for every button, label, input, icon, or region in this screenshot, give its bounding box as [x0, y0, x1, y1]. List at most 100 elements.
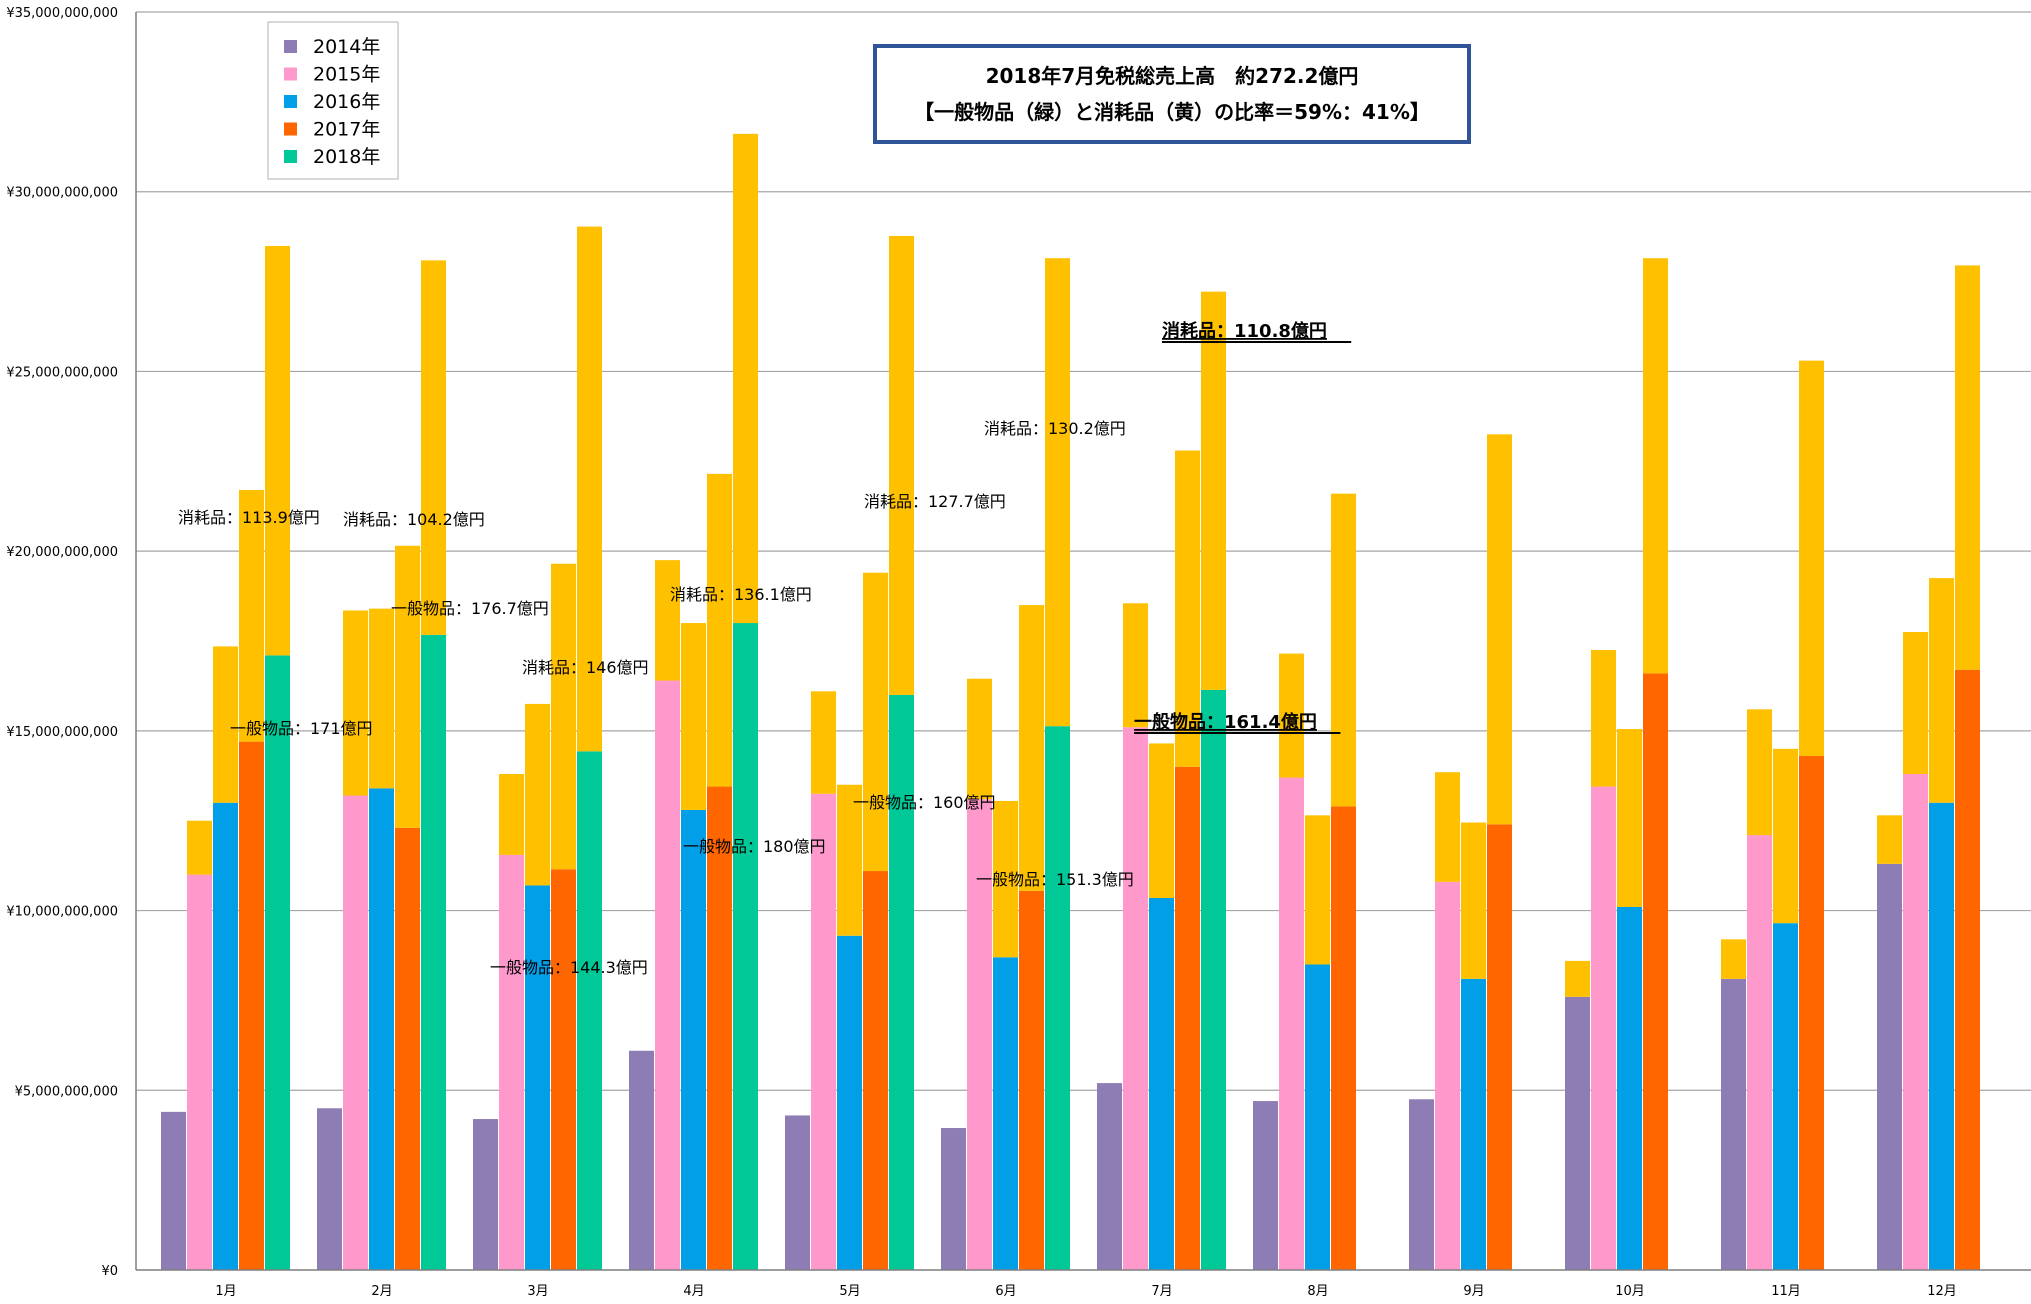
- y-axis-tick-labels: ¥0 ¥5,000,000,000 ¥10,000,000,000 ¥15,000,0…: [6, 6, 118, 1279]
- bar-general: [993, 957, 1018, 1270]
- bar-consumables: [707, 473, 732, 787]
- bar-consumables: [213, 646, 238, 803]
- bar-general: [1201, 689, 1226, 1270]
- x-tick-label: 10月: [1615, 1284, 1645, 1299]
- bar-consumables: [681, 623, 706, 810]
- legend-swatch: [284, 67, 297, 81]
- bar-general: [681, 809, 706, 1270]
- bar-general: [265, 655, 290, 1270]
- bar-consumables: [1019, 605, 1044, 891]
- annotation-consumables: 消耗品：104.2億円: [343, 510, 485, 529]
- bar-general: [733, 623, 758, 1270]
- bar-consumables: [499, 773, 524, 855]
- bar-consumables: [1461, 822, 1486, 979]
- legend-swatch: [284, 150, 297, 163]
- bar-consumables: [1123, 603, 1148, 728]
- annotation-general: 一般物品：151.3億円: [976, 870, 1134, 889]
- bar-general: [1643, 673, 1668, 1270]
- x-tick-label: 2月: [371, 1284, 392, 1299]
- bar-general: [941, 1128, 966, 1270]
- legend-label: 2016年: [313, 91, 380, 113]
- bar-general: [811, 793, 836, 1270]
- bar-consumables: [811, 691, 836, 794]
- bar-consumables: [395, 545, 420, 828]
- annotation-consumables: 消耗品：146億円: [522, 658, 649, 677]
- bar-general: [1773, 923, 1798, 1270]
- bar-consumables: [1773, 748, 1798, 924]
- annotation-consumables: 消耗品：136.1億円: [670, 585, 812, 604]
- chart-title-box: 2018年7月免税総売上高 約272.2億円 【一般物品（緑）と消耗品（黄）の比…: [873, 44, 1471, 144]
- x-tick-label: 1月: [215, 1284, 236, 1299]
- bar-general: [1461, 978, 1486, 1270]
- bar-consumables: [1149, 743, 1174, 898]
- annotation-general: 一般物品：144.3億円: [490, 958, 648, 977]
- bar-consumables: [1045, 258, 1070, 727]
- legend-swatch: [284, 40, 297, 53]
- gridlines: [136, 11, 2031, 1091]
- y-tick-label: ¥35,000,000,000: [6, 6, 118, 21]
- legend-label: 2014年: [313, 36, 380, 58]
- annotation-general: 一般物品：176.7億円: [391, 599, 549, 618]
- legend-swatch: [284, 122, 297, 136]
- x-tick-label: 11月: [1771, 1284, 1801, 1299]
- bar-general: [1045, 726, 1070, 1270]
- y-tick-label: ¥5,000,000,000: [15, 1084, 118, 1099]
- bar-consumables: [889, 235, 914, 695]
- bar-general: [837, 935, 862, 1270]
- bar-general: [1565, 996, 1590, 1270]
- legend-label: 2017年: [313, 119, 380, 141]
- bar-general: [1617, 906, 1642, 1270]
- bar-general: [655, 680, 680, 1270]
- bar-general: [1331, 806, 1356, 1270]
- bar-general: [499, 854, 524, 1270]
- bar-consumables: [655, 560, 680, 681]
- y-tick-label: ¥0: [101, 1264, 118, 1279]
- bar-general: [1591, 786, 1616, 1270]
- x-tick-label: 3月: [527, 1284, 548, 1299]
- bar-consumables: [1877, 815, 1902, 864]
- bar-general: [1149, 897, 1174, 1270]
- bar-general: [863, 871, 888, 1270]
- bar-consumables: [1721, 939, 1746, 979]
- bar-general: [1279, 777, 1304, 1270]
- bar-consumables: [1929, 578, 1954, 803]
- y-tick-label: ¥30,000,000,000: [6, 186, 118, 201]
- bar-general: [525, 885, 550, 1270]
- bar-consumables: [421, 260, 446, 635]
- bar-general: [577, 751, 602, 1270]
- bar-consumables: [369, 608, 394, 789]
- x-tick-label: 9月: [1463, 1284, 1484, 1299]
- bar-general: [707, 786, 732, 1270]
- bar-general: [1747, 835, 1772, 1270]
- bar-general: [551, 869, 576, 1270]
- x-tick-label: 6月: [995, 1284, 1016, 1299]
- bar-consumables: [993, 800, 1018, 958]
- bar-general: [967, 799, 992, 1270]
- bar-general: [395, 827, 420, 1270]
- x-tick-label: 4月: [683, 1284, 704, 1299]
- bar-general: [187, 874, 212, 1270]
- bar-general: [421, 634, 446, 1270]
- bar-consumables: [1435, 772, 1460, 882]
- bar-consumables: [1643, 258, 1668, 674]
- bar-consumables: [1747, 709, 1772, 836]
- bar-consumables: [343, 610, 368, 796]
- bar-general: [785, 1115, 810, 1270]
- chart-title: 2018年7月免税総売上高 約272.2億円: [985, 64, 1359, 88]
- bar-general: [1877, 863, 1902, 1270]
- x-tick-label: 8月: [1307, 1284, 1328, 1299]
- bar-general: [1955, 669, 1980, 1270]
- legend-label: 2015年: [313, 64, 380, 86]
- bar-general: [1435, 881, 1460, 1270]
- bar-consumables: [837, 784, 862, 936]
- bar-general: [1487, 824, 1512, 1270]
- annotation-consumables: 消耗品：110.8億円: [1162, 320, 1327, 342]
- bar-consumables: [1487, 434, 1512, 825]
- bar-general: [1019, 890, 1044, 1270]
- bar-general: [629, 1050, 654, 1270]
- bar-consumables: [1591, 649, 1616, 787]
- annotation-consumables: 消耗品：113.9億円: [178, 508, 320, 527]
- bar-general: [1903, 773, 1928, 1270]
- legend-label: 2018年: [313, 146, 380, 168]
